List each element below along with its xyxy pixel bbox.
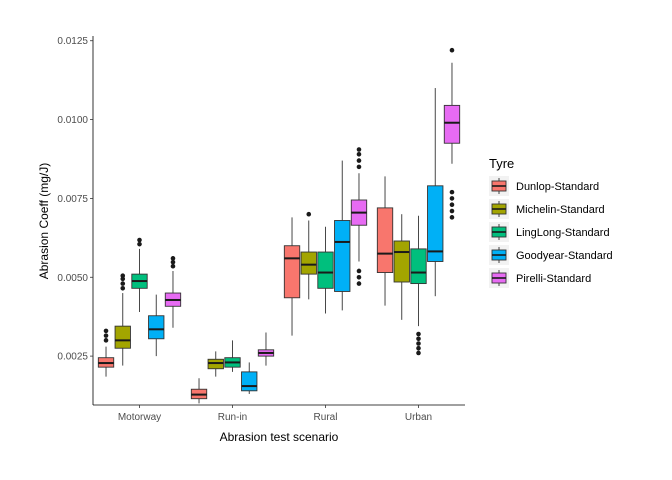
y-tick-label: 0.0025: [57, 352, 88, 363]
legend-item-dunlop-standard: Dunlop-Standard: [489, 176, 599, 196]
legend-label: LingLong-Standard: [516, 227, 610, 239]
legend: Tyre Dunlop-Standard Michelin-Standard Lin…: [489, 156, 613, 288]
x-tick-label: Run-in: [218, 412, 247, 423]
box-body: [410, 248, 427, 285]
outlier-point: [416, 341, 421, 346]
outlier-point: [449, 189, 455, 195]
outlier-point: [416, 331, 421, 337]
y-tick-label: 0.0125: [57, 36, 88, 47]
box-body: [393, 240, 410, 283]
box-michelin-standard-run-in: [207, 351, 224, 377]
outlier-point: [449, 202, 455, 208]
legend-items: Dunlop-Standard Michelin-Standard LingLong…: [489, 176, 613, 288]
outlier-point: [120, 273, 126, 278]
box-goodyear-standard-urban: [427, 88, 444, 297]
box-body: [317, 251, 334, 289]
outlier-point: [170, 259, 176, 265]
outlier-point: [137, 237, 142, 243]
box-goodyear-standard-run-in: [241, 362, 258, 394]
outlier-point: [120, 286, 126, 291]
legend-item-goodyear-standard: Goodyear-Standard: [489, 245, 613, 265]
y-tick-label: 0.0100: [57, 115, 88, 126]
outlier-point: [120, 276, 126, 282]
outlier-point: [356, 147, 362, 152]
x-axis-ticks: Motorway Run-in Rural Urban: [118, 405, 432, 423]
box-linglong-standard-run-in: [224, 340, 241, 372]
outlier-point: [356, 151, 362, 157]
box-body: [283, 245, 301, 299]
box-body: [114, 325, 131, 349]
legend-label: Michelin-Standard: [516, 204, 605, 216]
outlier-point: [449, 208, 455, 214]
outlier-point: [416, 350, 421, 356]
outlier-point: [356, 281, 362, 286]
box-linglong-standard-motorway: [131, 237, 148, 312]
outlier-point: [103, 333, 109, 338]
y-tick-label: 0.0075: [57, 194, 88, 205]
box-pirelli-standard-rural: [350, 147, 368, 286]
box-body: [241, 371, 258, 392]
x-tick-label: Urban: [405, 412, 432, 423]
box-michelin-standard-urban: [393, 214, 410, 320]
y-axis-ticks: 0.0025 0.0050 0.0075 0.0100 0.0125: [57, 36, 93, 363]
box-michelin-standard-motorway: [114, 273, 131, 366]
legend-title: Tyre: [489, 156, 514, 171]
y-axis-title: Abrasion Coeff (mg/J): [37, 163, 51, 280]
box-body: [148, 315, 165, 340]
outlier-point: [449, 215, 455, 220]
outlier-point: [170, 263, 176, 269]
box-pirelli-standard-motorway: [164, 256, 182, 328]
legend-label: Dunlop-Standard: [516, 181, 599, 193]
outlier-point: [356, 164, 362, 170]
plot-area: [97, 47, 461, 404]
box-body: [443, 104, 461, 144]
box-dunlop-standard-run-in: [190, 378, 208, 404]
box-body: [376, 207, 394, 273]
box-body: [427, 185, 444, 262]
x-tick-label: Rural: [314, 412, 338, 423]
box-dunlop-standard-motorway: [97, 328, 115, 377]
outlier-point: [120, 281, 126, 286]
outlier-point: [356, 268, 362, 274]
x-axis-title: Abrasion test scenario: [220, 430, 339, 444]
outlier-point: [449, 47, 455, 53]
y-tick-label: 0.0050: [57, 273, 88, 284]
outlier-point: [103, 328, 109, 334]
box-dunlop-standard-rural: [283, 217, 301, 336]
outlier-point: [306, 211, 312, 217]
legend-item-pirelli-standard: Pirelli-Standard: [489, 268, 591, 288]
outlier-point: [170, 256, 176, 261]
legend-item-michelin-standard: Michelin-Standard: [489, 199, 605, 219]
outlier-point: [103, 338, 109, 343]
outlier-point: [356, 158, 362, 163]
legend-label: Goodyear-Standard: [516, 250, 613, 262]
box-goodyear-standard-rural: [334, 160, 351, 311]
box-linglong-standard-urban: [410, 215, 427, 356]
box-body: [334, 220, 351, 292]
box-pirelli-standard-run-in: [257, 332, 275, 366]
box-body: [300, 251, 317, 275]
box-pirelli-standard-urban: [443, 47, 461, 220]
outlier-point: [449, 196, 455, 201]
x-tick-label: Motorway: [118, 412, 161, 423]
legend-item-linglong-standard: LingLong-Standard: [489, 222, 610, 242]
box-michelin-standard-rural: [300, 211, 317, 300]
outlier-point: [137, 241, 142, 247]
box-linglong-standard-rural: [317, 226, 334, 314]
outlier-point: [416, 336, 421, 342]
legend-label: Pirelli-Standard: [516, 273, 591, 285]
box-goodyear-standard-motorway: [148, 294, 165, 357]
outlier-point: [416, 345, 421, 351]
box-dunlop-standard-urban: [376, 176, 394, 306]
outlier-point: [356, 274, 362, 280]
